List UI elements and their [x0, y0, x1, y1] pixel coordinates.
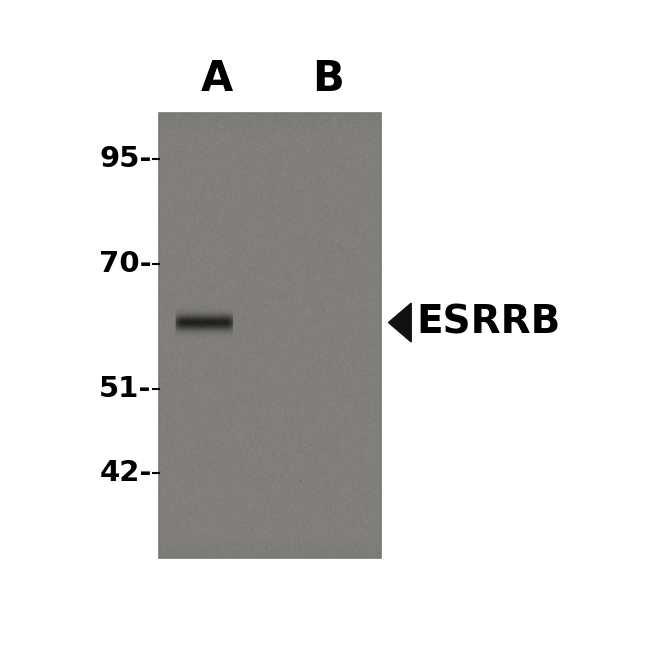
Text: A: A — [201, 58, 233, 100]
Text: 95-: 95- — [99, 145, 152, 173]
Text: ESRRB: ESRRB — [416, 303, 560, 341]
Polygon shape — [389, 303, 411, 342]
Bar — [159, 113, 381, 558]
Text: 51-: 51- — [99, 375, 152, 403]
Text: B: B — [312, 58, 344, 100]
Text: 70-: 70- — [99, 250, 152, 278]
Text: 42-: 42- — [99, 459, 152, 487]
